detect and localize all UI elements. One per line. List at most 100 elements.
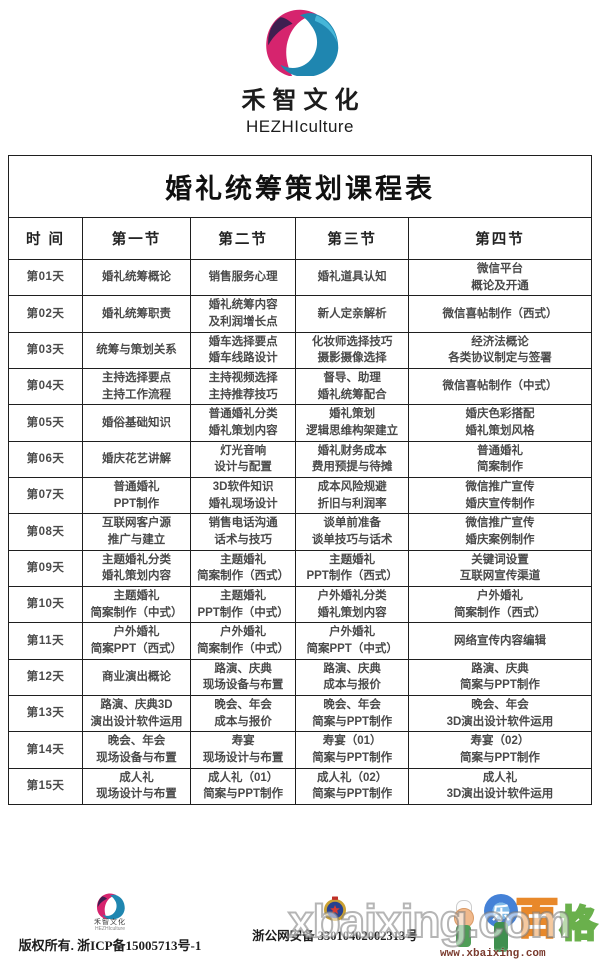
day-cell: 第07天	[7, 477, 84, 515]
session3-cell: 督导、助理 婚礼统筹配合	[295, 368, 409, 406]
session1-cell: 晚会、年会 现场设备与布置	[82, 731, 191, 769]
table-row: 第01天 婚礼统筹概论 销售服务心理 婚礼道具认知 微信平台 概论及开通	[7, 258, 593, 297]
session4-cell: 微信喜帖制作（中式）	[407, 368, 593, 406]
session3-cell: 化妆师选择技巧 摄影摄像选择	[295, 331, 409, 370]
session1-cell: 主题婚礼 简案制作（中式）	[82, 586, 191, 624]
day-cell: 第02天	[7, 295, 84, 333]
session4-cell: 寿宴（02） 简案与PPT制作	[407, 731, 593, 769]
table-title-row: 婚礼统筹策划课程表	[8, 155, 592, 218]
session2-cell: 主持视频选择 主持推荐技巧	[189, 368, 297, 406]
session2-cell: 户外婚礼 简案制作（中式）	[189, 622, 297, 660]
session3-cell: 路演、庆典 成本与报价	[295, 658, 409, 697]
session1-cell: 互联网客户源 推广与建立	[82, 513, 191, 551]
session1-cell: 婚俗基础知识	[82, 404, 191, 442]
course-schedule-table: 婚礼统筹策划课程表 时 间 第一节 第二节 第三节 第四节 第01天 婚礼统筹概…	[7, 155, 593, 806]
session3-cell: 新人定亲解析	[295, 295, 409, 333]
session3-cell: 谈单前准备 谈单技巧与话术	[295, 513, 409, 551]
session2-cell: 普通婚礼分类 婚礼策划内容	[189, 404, 297, 442]
day-cell: 第04天	[7, 368, 84, 406]
session2-cell: 寿宴 现场设计与布置	[189, 731, 297, 769]
table-row: 第11天 户外婚礼 简案PPT（西式） 户外婚礼 简案制作（中式） 户外婚礼 简…	[7, 622, 593, 660]
session2-cell: 路演、庆典 现场设备与布置	[189, 658, 297, 697]
table-row: 第12天 商业演出概论 路演、庆典 现场设备与布置 路演、庆典 成本与报价 路演…	[7, 658, 593, 697]
table-row: 第10天 主题婚礼 简案制作（中式） 主题婚礼 PPT制作（中式） 户外婚礼分类…	[7, 586, 593, 624]
session3-cell: 成本风险规避 折旧与利润率	[295, 477, 409, 515]
table-header-row: 时 间 第一节 第二节 第三节 第四节	[7, 217, 593, 260]
day-cell: 第10天	[7, 586, 84, 624]
icp-copyright-text: 版权所有. 浙ICP备15005713号-1	[18, 938, 202, 954]
session2-cell: 销售电话沟通 话术与技巧	[189, 513, 297, 551]
session3-cell: 成人礼（02） 简案与PPT制作	[295, 767, 409, 806]
table-row: 第03天 统筹与策划关系 婚车选择要点 婚车线路设计 化妆师选择技巧 摄影摄像选…	[7, 331, 593, 370]
brand-name-cn: 禾智文化	[241, 87, 366, 114]
session4-cell: 微信平台 概论及开通	[407, 258, 593, 297]
session4-cell: 晚会、年会 3D演出设计软件运用	[407, 695, 593, 733]
green-stem-icon	[494, 922, 508, 952]
session4-cell: 微信推广宣传 婚庆宣传制作	[407, 477, 593, 515]
table-title: 婚礼统筹策划课程表	[8, 155, 592, 218]
col-header-time: 时 间	[7, 217, 84, 260]
table-row: 第08天 互联网客户源 推广与建立 销售电话沟通 话术与技巧 谈单前准备 谈单技…	[7, 513, 593, 551]
day-cell: 第03天	[7, 331, 84, 370]
day-cell: 第01天	[7, 258, 84, 297]
course-table-body: 第01天 婚礼统筹概论 销售服务心理 婚礼道具认知 微信平台 概论及开通 第02…	[7, 258, 593, 806]
col-header-session4: 第四节	[407, 217, 593, 260]
session2-cell: 主题婚礼 简案制作（西式）	[189, 549, 297, 588]
footer-copyright-block: 禾智文化 HEZHIculture 版权所有. 浙ICP备15005713号-1	[15, 892, 205, 954]
footer: 禾智文化 HEZHIculture 版权所有. 浙ICP备15005713号-1…	[0, 888, 600, 972]
session1-cell: 婚礼统筹职责	[82, 295, 191, 333]
col-header-session1: 第一节	[82, 217, 191, 260]
session3-cell: 主题婚礼 PPT制作（西式）	[295, 549, 409, 588]
session4-cell: 普通婚礼 简案制作	[407, 440, 593, 479]
watermark-glyph-ge: 格	[558, 903, 597, 944]
footer-security-block: 浙公网安备 33010402002313号	[235, 896, 435, 944]
session1-cell: 统筹与策划关系	[82, 331, 191, 370]
session4-cell: 关键词设置 互联网宣传渠道	[407, 549, 593, 588]
session3-cell: 户外婚礼 简案PPT（中式）	[295, 622, 409, 660]
session4-cell: 婚庆色彩搭配 婚礼策划风格	[407, 404, 593, 442]
day-cell: 第15天	[7, 767, 84, 806]
session1-cell: 成人礼 现场设计与布置	[82, 767, 191, 806]
session1-cell: 户外婚礼 简案PPT（西式）	[82, 622, 191, 660]
watermark-glyph-bai: 百	[514, 895, 559, 942]
col-header-session3: 第三节	[295, 217, 409, 260]
table-row: 第04天 主持选择要点 主持工作流程 主持视频选择 主持推荐技巧 督导、助理 婚…	[7, 368, 593, 406]
session4-cell: 成人礼 3D演出设计软件运用	[407, 767, 593, 806]
session1-cell: 普通婚礼 PPT制作	[82, 477, 191, 515]
day-cell: 第06天	[7, 440, 84, 479]
session2-cell: 主题婚礼 PPT制作（中式）	[189, 586, 297, 624]
session4-cell: 微信推广宣传 婚庆案例制作	[407, 513, 593, 551]
public-security-filing-text: 浙公网安备 33010402002313号	[252, 929, 418, 943]
session3-cell: 寿宴（01） 简案与PPT制作	[295, 731, 409, 769]
session1-cell: 路演、庆典3D 演出设计软件运用	[82, 695, 191, 733]
session3-cell: 晚会、年会 简案与PPT制作	[295, 695, 409, 733]
footer-brand-cn: 禾智文化	[94, 919, 126, 926]
session1-cell: 主持选择要点 主持工作流程	[82, 368, 191, 406]
session1-cell: 主题婚礼分类 婚礼策划内容	[82, 549, 191, 588]
day-cell: 第14天	[7, 731, 84, 769]
session4-cell: 户外婚礼 简案制作（西式）	[407, 586, 593, 624]
session2-cell: 3D软件知识 婚礼现场设计	[189, 477, 297, 515]
watermark-logo-icon: 百 格	[432, 892, 598, 952]
day-cell: 第08天	[7, 513, 84, 551]
col-header-session2: 第二节	[189, 217, 297, 260]
day-cell: 第11天	[7, 622, 84, 660]
session3-cell: 婚礼财务成本 费用预提与待摊	[295, 440, 409, 479]
session1-cell: 婚庆花艺讲解	[82, 440, 191, 479]
session3-cell: 婚礼道具认知	[295, 258, 409, 297]
session1-cell: 婚礼统筹概论	[82, 258, 191, 297]
session3-cell: 婚礼策划 逻辑思维构架建立	[295, 404, 409, 442]
session2-cell: 晚会、年会 成本与报价	[189, 695, 297, 733]
table-row: 第13天 路演、庆典3D 演出设计软件运用 晚会、年会 成本与报价 晚会、年会 …	[7, 695, 593, 733]
footer-brand-en: HEZHIculture	[94, 925, 125, 932]
police-badge-icon	[324, 896, 346, 921]
session4-cell: 微信喜帖制作（西式）	[407, 295, 593, 333]
day-cell: 第13天	[7, 695, 84, 733]
chef-body-icon	[456, 925, 471, 947]
session4-cell: 路演、庆典 简案与PPT制作	[407, 658, 593, 697]
table-row: 第07天 普通婚礼 PPT制作 3D软件知识 婚礼现场设计 成本风险规避 折旧与…	[7, 477, 593, 515]
brand-header: 禾智文化 HEZHIculture	[0, 0, 600, 150]
swirl-sphere-logo-small-icon	[97, 893, 125, 919]
blue-rosette-icon	[484, 894, 518, 928]
table-row: 第09天 主题婚礼分类 婚礼策划内容 主题婚礼 简案制作（西式） 主题婚礼 PP…	[7, 549, 593, 588]
